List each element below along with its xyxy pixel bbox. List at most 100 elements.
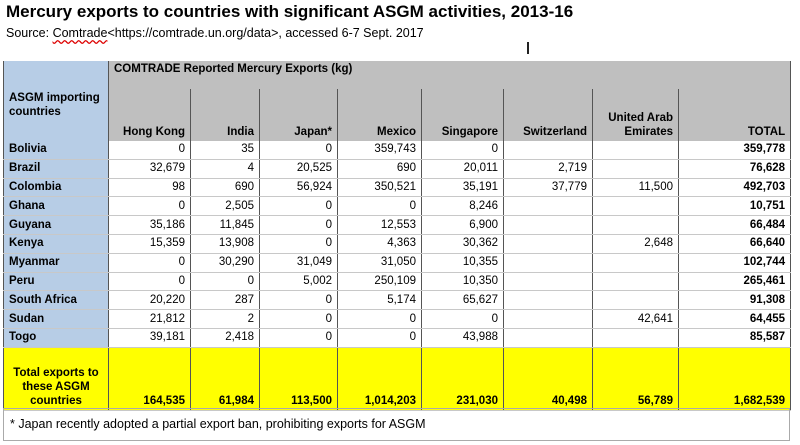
row-header: ASGM importing countries bbox=[3, 61, 109, 141]
value-cell: 56,924 bbox=[259, 178, 338, 198]
value-cell: 31,049 bbox=[259, 253, 338, 273]
row-total-cell: 64,455 bbox=[677, 309, 792, 329]
total-value-cell: 164,535 bbox=[108, 346, 191, 411]
span-header: COMTRADE Reported Mercury Exports (kg) bbox=[107, 61, 792, 89]
country-cell: Sudan bbox=[3, 309, 109, 329]
total-value-cell: 1,014,203 bbox=[337, 346, 422, 411]
value-cell bbox=[503, 309, 593, 329]
value-cell: 0 bbox=[259, 309, 338, 329]
source-link[interactable]: Comtrade bbox=[52, 26, 108, 40]
value-cell: 20,011 bbox=[421, 159, 504, 179]
value-cell: 0 bbox=[259, 234, 338, 254]
row-total-cell: 85,587 bbox=[677, 328, 792, 348]
totals-label: Total exports to these ASGM countries bbox=[3, 346, 109, 411]
value-cell: 13,908 bbox=[190, 234, 260, 254]
value-cell bbox=[503, 234, 593, 254]
value-cell: 0 bbox=[108, 141, 191, 160]
value-cell: 12,553 bbox=[337, 215, 422, 235]
value-cell bbox=[503, 253, 593, 273]
row-total-cell: 91,308 bbox=[677, 290, 792, 311]
column-header: Switzerland bbox=[503, 89, 593, 141]
table-row: Guyana 35,186 11,845 0 12,553 6,900 66,484 bbox=[3, 215, 792, 235]
total-value-cell: 113,500 bbox=[259, 346, 338, 411]
table-row: Brazil 32,679 4 20,525 690 20,011 2,719 76,628 bbox=[3, 159, 792, 179]
value-cell bbox=[592, 253, 679, 273]
value-cell: 35 bbox=[190, 141, 260, 160]
total-value-cell: 1,682,539 bbox=[677, 346, 792, 411]
value-cell: 2 bbox=[190, 309, 260, 329]
country-cell: Togo bbox=[3, 328, 109, 348]
table-row: Bolivia 0 35 0 359,743 0 359,778 bbox=[3, 141, 792, 160]
column-header: Hong Kong bbox=[108, 89, 191, 141]
source-url: <https://comtrade.un.org/data>, accessed… bbox=[107, 26, 424, 40]
value-cell: 0 bbox=[421, 141, 504, 160]
value-cell: 359,743 bbox=[337, 141, 422, 160]
value-cell: 5,002 bbox=[259, 272, 338, 292]
total-value-cell: 56,789 bbox=[592, 346, 679, 411]
column-header: Mexico bbox=[337, 89, 422, 141]
value-cell: 6,900 bbox=[421, 215, 504, 235]
source-prefix: Source: bbox=[6, 26, 53, 40]
table-row: Sudan 21,812 2 0 0 0 42,641 64,455 bbox=[3, 309, 792, 329]
value-cell: 15,359 bbox=[108, 234, 191, 254]
row-total-cell: 66,640 bbox=[677, 234, 792, 254]
value-cell: 350,521 bbox=[337, 178, 422, 198]
country-cell: Brazil bbox=[3, 159, 109, 179]
value-cell: 0 bbox=[337, 196, 422, 217]
value-cell: 0 bbox=[259, 328, 338, 348]
value-cell: 11,500 bbox=[592, 178, 679, 198]
table-row: Myanmar 0 30,290 31,049 31,050 10,355 102,744 bbox=[3, 253, 792, 273]
page-title: Mercury exports to countries with signif… bbox=[6, 2, 574, 21]
value-cell bbox=[503, 215, 593, 235]
row-total-cell: 66,484 bbox=[677, 215, 792, 235]
value-cell: 20,525 bbox=[259, 159, 338, 179]
value-cell: 0 bbox=[259, 290, 338, 311]
value-cell bbox=[503, 290, 593, 311]
value-cell bbox=[592, 290, 679, 311]
value-cell: 10,355 bbox=[421, 253, 504, 273]
value-cell: 65,627 bbox=[421, 290, 504, 311]
column-header: Japan* bbox=[259, 89, 338, 141]
footnote: * Japan recently adopted a partial expor… bbox=[3, 408, 790, 441]
value-cell: 0 bbox=[421, 309, 504, 329]
row-total-cell: 492,703 bbox=[677, 178, 792, 198]
column-header: India bbox=[190, 89, 260, 141]
row-total-cell: 76,628 bbox=[677, 159, 792, 179]
value-cell: 2,418 bbox=[190, 328, 260, 348]
value-cell: 2,505 bbox=[190, 196, 260, 217]
table-row: South Africa 20,220 287 0 5,174 65,627 91,308 bbox=[3, 290, 792, 311]
value-cell: 0 bbox=[337, 309, 422, 329]
row-total-cell: 265,461 bbox=[677, 272, 792, 292]
table-body: Bolivia 0 35 0 359,743 0 359,778 Brazil 32,679 4 2… bbox=[3, 141, 792, 411]
value-cell bbox=[592, 141, 679, 160]
row-total-cell: 359,778 bbox=[677, 141, 792, 160]
value-cell: 0 bbox=[108, 196, 191, 217]
value-cell: 0 bbox=[190, 272, 260, 292]
table-row: Peru 0 0 5,002 250,109 10,350 265,461 bbox=[3, 272, 792, 292]
value-cell: 21,812 bbox=[108, 309, 191, 329]
value-cell: 8,246 bbox=[421, 196, 504, 217]
value-cell: 0 bbox=[259, 215, 338, 235]
country-cell: Peru bbox=[3, 272, 109, 292]
table-row: Colombia 98 690 56,924 350,521 35,191 37,779 11… bbox=[3, 178, 792, 198]
total-value-cell: 40,498 bbox=[503, 346, 593, 411]
country-cell: Kenya bbox=[3, 234, 109, 254]
value-cell: 250,109 bbox=[337, 272, 422, 292]
value-cell: 0 bbox=[259, 196, 338, 217]
value-cell bbox=[503, 196, 593, 217]
country-cell: Bolivia bbox=[3, 141, 109, 160]
text-cursor bbox=[527, 42, 529, 54]
value-cell: 11,845 bbox=[190, 215, 260, 235]
value-cell: 2,719 bbox=[503, 159, 593, 179]
value-cell: 287 bbox=[190, 290, 260, 311]
value-cell: 10,350 bbox=[421, 272, 504, 292]
source-line: Source: Comtrade<https://comtrade.un.org… bbox=[6, 26, 424, 40]
column-header: United Arab Emirates bbox=[592, 89, 679, 141]
value-cell: 2,648 bbox=[592, 234, 679, 254]
country-cell: Guyana bbox=[3, 215, 109, 235]
country-cell: South Africa bbox=[3, 290, 109, 311]
value-cell bbox=[592, 159, 679, 179]
country-cell: Myanmar bbox=[3, 253, 109, 273]
column-header-row: Hong Kong India Japan* Mexico Singapore Switz… bbox=[4, 89, 792, 141]
value-cell: 32,679 bbox=[108, 159, 191, 179]
